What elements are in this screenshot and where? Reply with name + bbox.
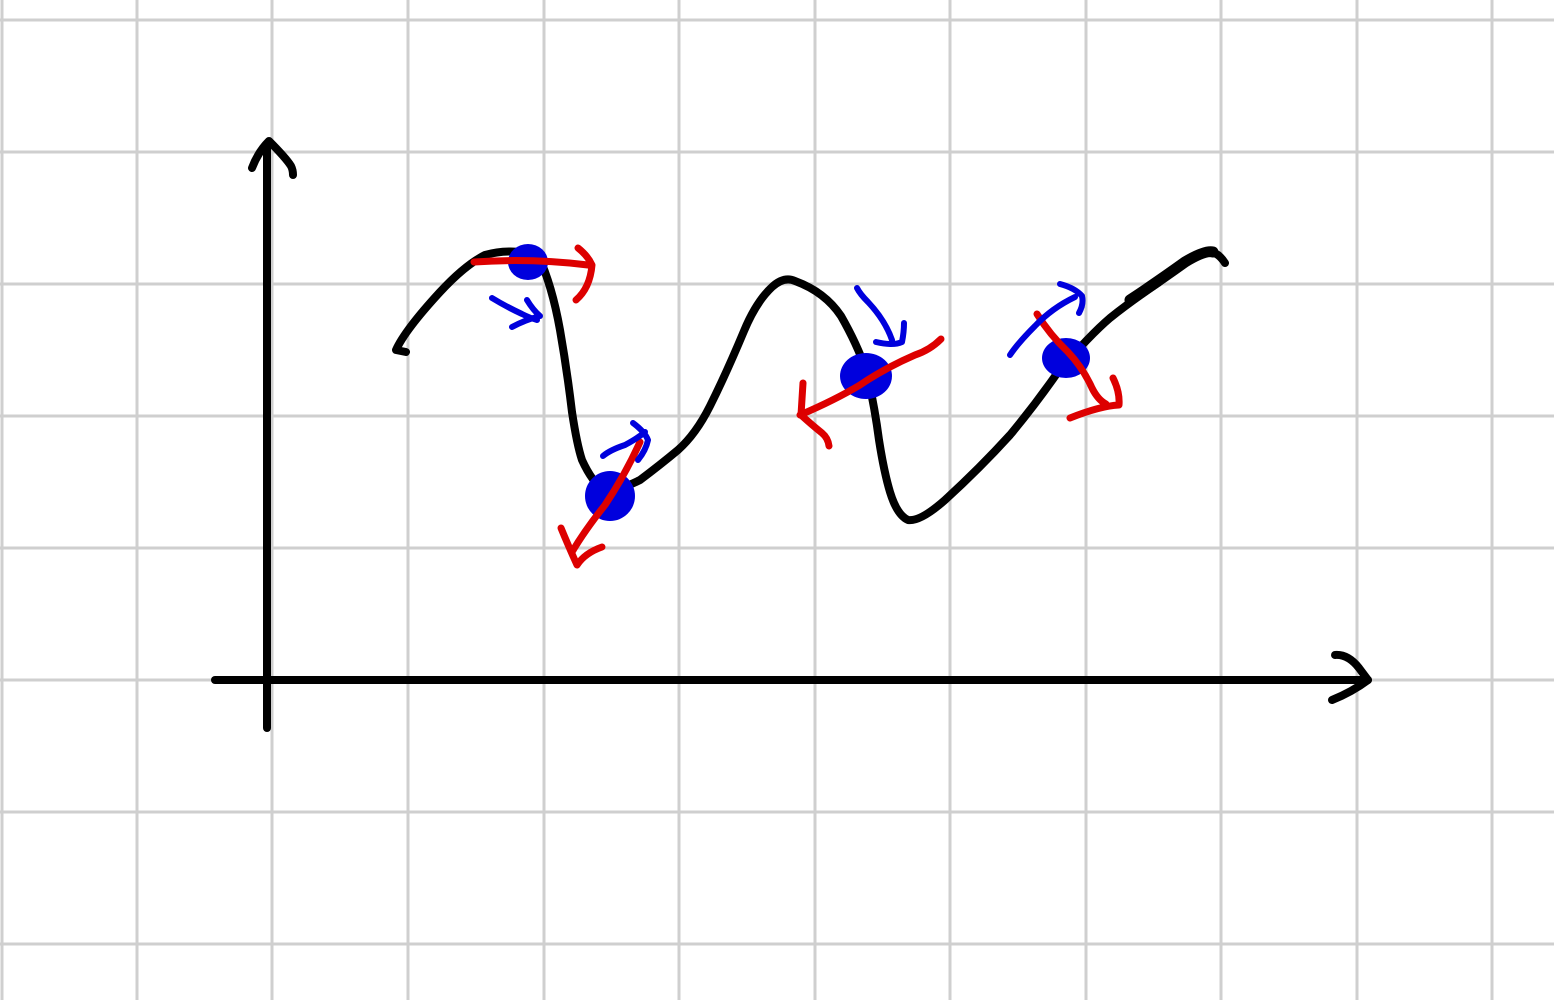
point-1-tangent-arrowhead	[572, 244, 596, 304]
point-3-tangent-arrowhead	[797, 379, 833, 450]
point-2-rotation-arrow-icon	[600, 420, 651, 463]
x-axis-arrowhead	[1328, 650, 1372, 704]
curve-end-stroke	[1124, 246, 1219, 306]
y-axis-arrowhead	[248, 137, 297, 179]
point-1-rotation-arrow-icon	[489, 295, 543, 330]
point-3-tangent-vector	[796, 335, 945, 419]
point-1	[470, 244, 596, 330]
point-4-rotation-arrow-icon	[1007, 281, 1086, 358]
point-4-tangent-arrowhead	[1066, 374, 1123, 422]
point-3	[796, 285, 945, 450]
point-1-tangent-vector	[470, 257, 592, 269]
point-4-tangent-vector	[1033, 310, 1110, 408]
curve	[392, 247, 1229, 525]
point-4	[1007, 281, 1123, 422]
axes	[211, 137, 1372, 732]
point-3-rotation-arrow-icon	[854, 285, 907, 347]
point-2-tangent-arrowhead	[557, 524, 606, 569]
point-2-tangent-vector	[568, 438, 644, 556]
point-2	[557, 420, 651, 569]
